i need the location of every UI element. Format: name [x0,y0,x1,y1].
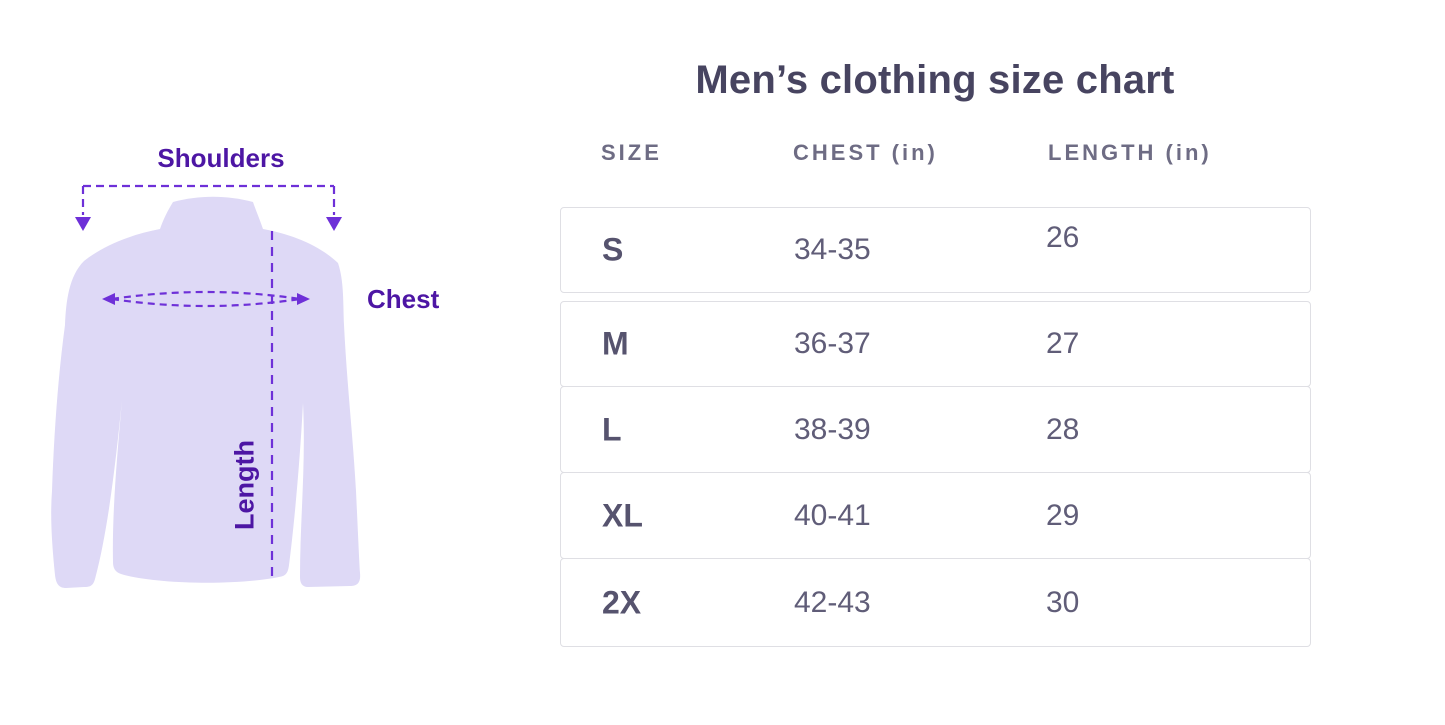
length-cell: 27 [1046,327,1080,360]
shoulders-label: Shoulders [157,143,285,173]
table-row: S 34-35 26 [560,207,1311,293]
size-cell: XL [602,497,643,533]
page-title: Men’s clothing size chart [695,58,1175,102]
table-row: XL 40-41 29 [560,472,1311,559]
length-label: Length [229,440,260,530]
shoulders-arrowheads [75,217,342,231]
length-cell: 26 [1046,221,1080,254]
chest-label: Chest [367,284,440,314]
length-cell: 29 [1046,498,1080,532]
size-cell: L [602,411,622,447]
length-cell: 28 [1046,412,1080,446]
chest-cell: 34-35 [794,233,871,266]
chest-cell: 36-37 [794,327,871,360]
chest-cell: 38-39 [794,412,871,446]
shirt-measurement-diagram [51,184,361,588]
shirt-silhouette [51,196,361,588]
size-cell: 2X [602,584,642,620]
table-row: L 38-39 28 [560,386,1311,473]
table-row: M 36-37 27 [560,301,1311,387]
column-header-length: LENGTH (in) [1048,140,1212,165]
table-row: 2X 42-43 30 [560,558,1311,647]
size-cell: M [602,325,629,362]
length-cell: 30 [1046,585,1080,619]
chest-arrowheads [102,293,310,305]
column-header-chest: CHEST (in) [793,140,938,165]
chest-cell: 40-41 [794,498,871,532]
shoulders-measure-arrows [81,184,336,215]
column-header-size: SIZE [601,140,662,165]
size-cell: S [602,231,624,268]
chest-cell: 42-43 [794,585,871,619]
